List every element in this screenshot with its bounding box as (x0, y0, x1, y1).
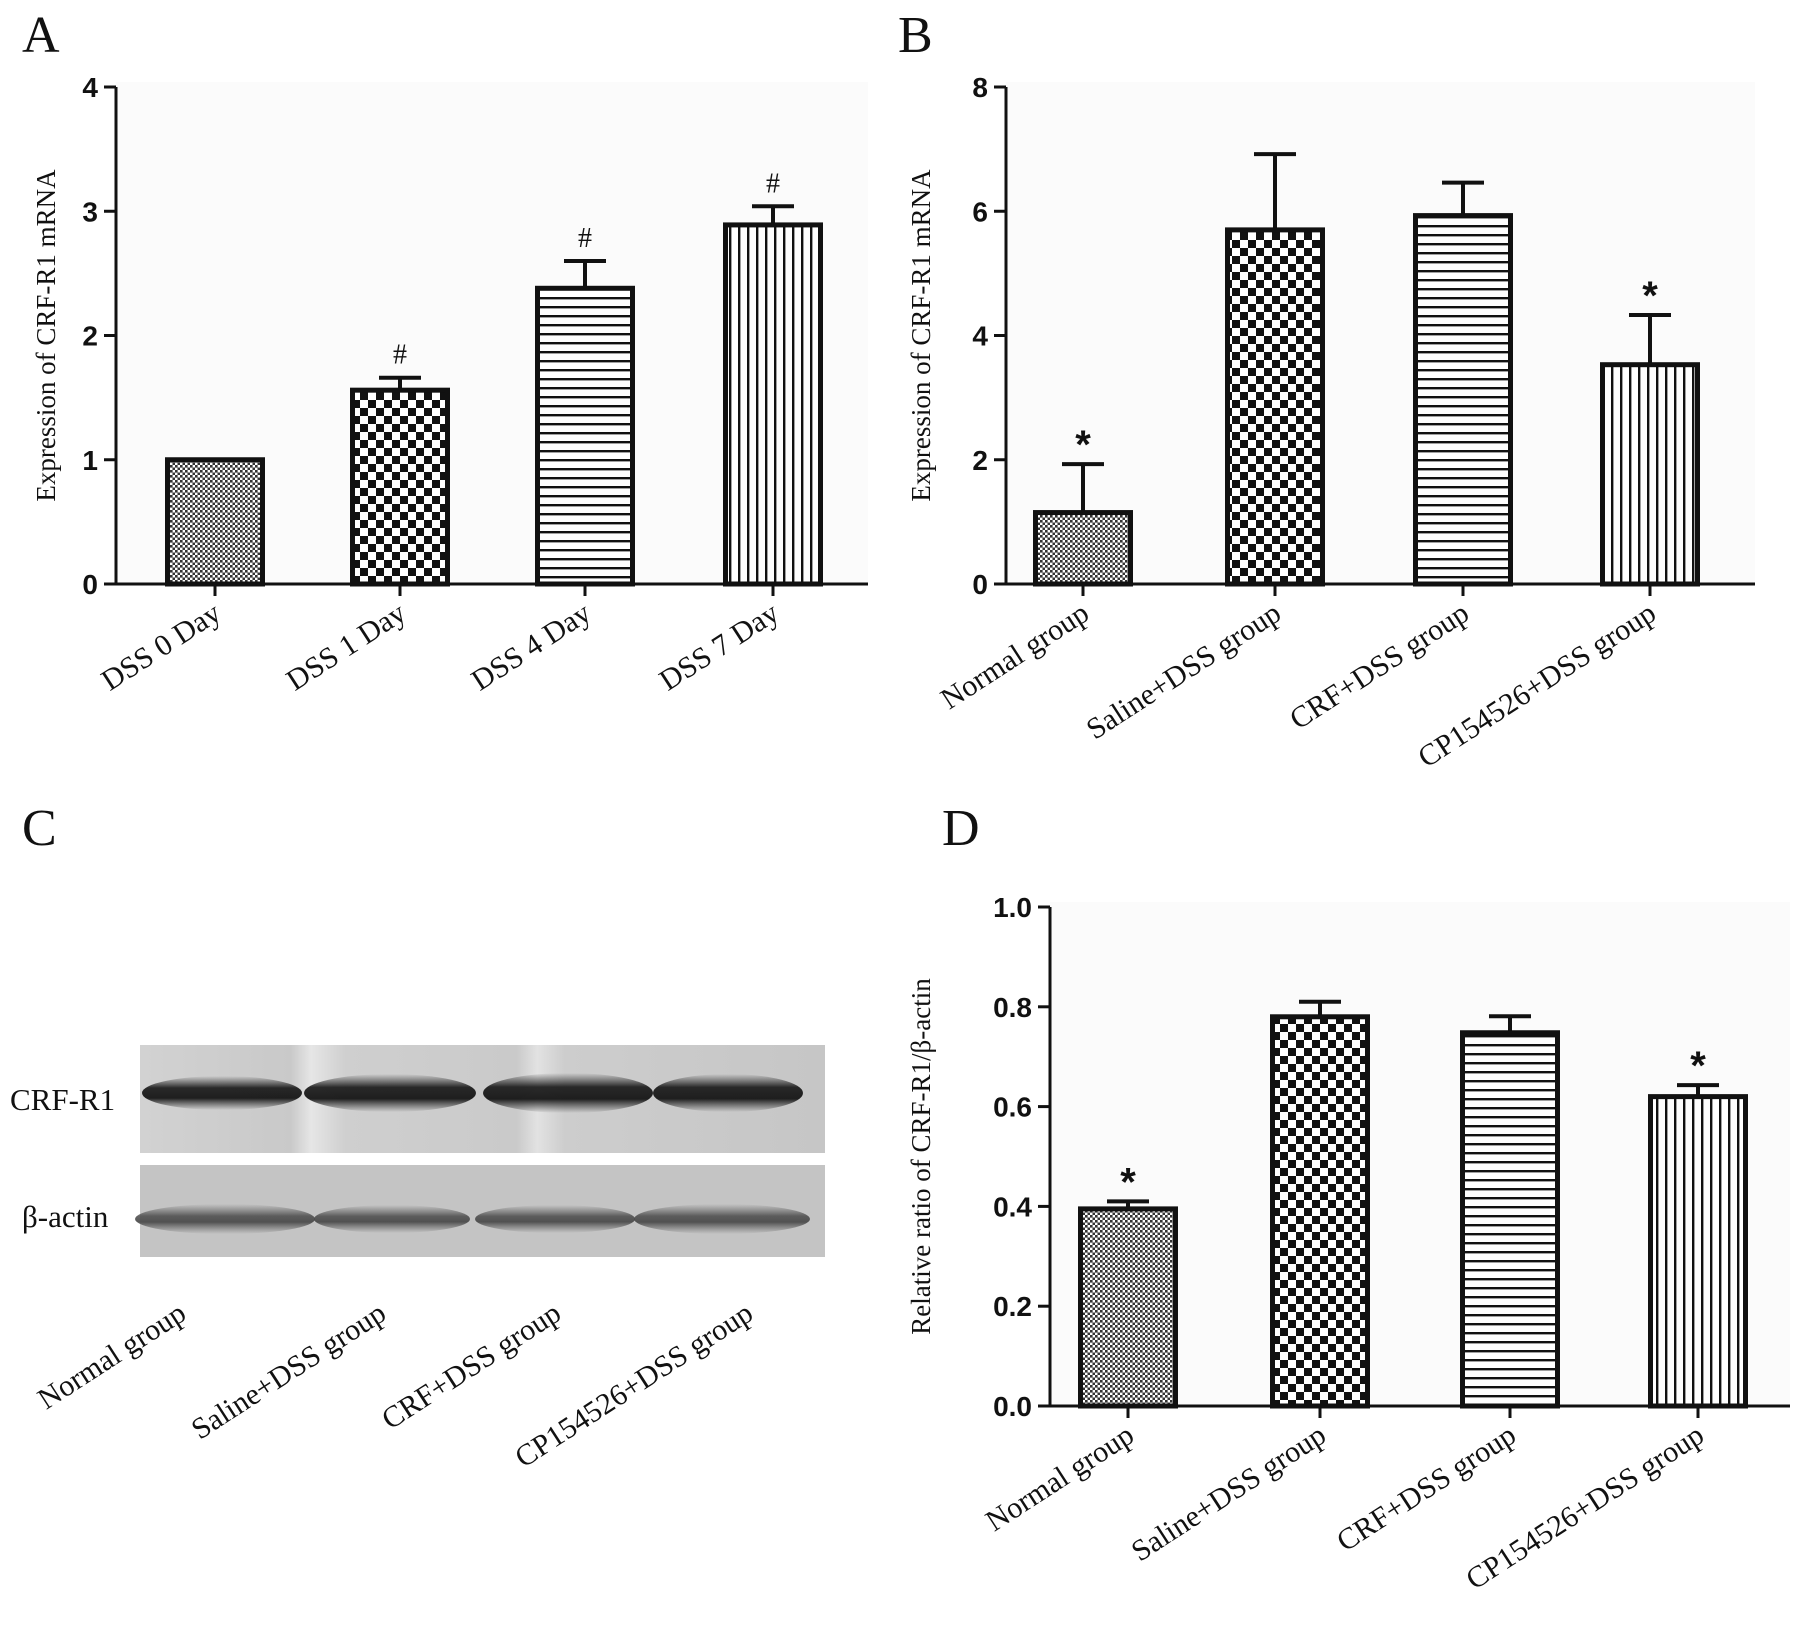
bar-a-2 (350, 387, 450, 587)
bar-a-3 (535, 285, 635, 587)
bar-b-3 (1413, 213, 1513, 587)
bar-b-4 (1600, 362, 1700, 587)
category-label: CRF+DSS group (1284, 596, 1475, 736)
significance-marker: * (1120, 1160, 1136, 1204)
category-label: DSS 0 Day (96, 596, 227, 697)
y-tick-label: 4 (82, 72, 98, 103)
chart-a: 0 1 2 3 4 Expression of CRF-R1 mRNA DSS 0 Day D… (31, 72, 868, 697)
significance-marker: # (393, 340, 407, 371)
band-crf-r1-lane-4 (653, 1074, 803, 1112)
y-tick-label: 0 (82, 569, 98, 600)
band-crf-r1-lane-1 (142, 1076, 302, 1110)
chart-d: 0.0 0.2 0.4 0.6 0.8 1.0 Relative ratio of CRF-… (906, 892, 1790, 1596)
band-actin-lane-4 (634, 1204, 810, 1234)
category-label: Saline+DSS group (1081, 596, 1287, 746)
bar-b-2 (1225, 227, 1325, 587)
y-tick-label: 0.8 (993, 992, 1032, 1023)
y-tick-label: 1.0 (993, 892, 1032, 923)
y-axis-label: Expression of CRF-R1 mRNA (906, 169, 936, 502)
bar-d-2 (1270, 1014, 1370, 1409)
y-tick-label: 6 (972, 196, 988, 227)
bar-d-1 (1078, 1206, 1178, 1409)
category-label: DSS 7 Day (654, 596, 785, 697)
y-tick-label: 4 (972, 321, 988, 352)
y-tick-label: 0 (972, 569, 988, 600)
chart-b: 0 2 4 6 8 Expression of CRF-R1 mRNA Normal gro… (906, 72, 1755, 774)
band-crf-r1-lane-3 (483, 1073, 653, 1113)
y-tick-label: 0.2 (993, 1291, 1032, 1322)
band-crf-r1-lane-2 (304, 1074, 476, 1112)
blot-label-crf-r1: CRF-R1 (10, 1082, 115, 1117)
significance-marker: * (1642, 274, 1658, 318)
y-tick-label: 3 (82, 196, 98, 227)
category-label: Saline+DSS group (1126, 1418, 1332, 1568)
category-label: Normal group (935, 596, 1095, 716)
y-tick-label: 1 (82, 445, 98, 476)
blot-lane-label: Saline+DSS group (186, 1296, 392, 1446)
category-label: CRF+DSS group (1331, 1418, 1522, 1558)
blot-label-actin: β-actin (22, 1199, 109, 1234)
y-tick-label: 0.4 (993, 1191, 1032, 1222)
panel-letter-d: D (942, 800, 980, 857)
y-axis-label: Relative ratio of CRF-R1/β-actin (906, 978, 936, 1335)
panel-letter-b: B (898, 7, 933, 64)
significance-marker: # (578, 223, 592, 254)
bar-b-1 (1033, 510, 1133, 587)
y-tick-label: 8 (972, 72, 988, 103)
y-tick-label: 2 (82, 321, 98, 352)
blot-lane-label: Normal group (32, 1296, 192, 1416)
significance-marker: * (1075, 423, 1091, 467)
bar-a-4 (723, 222, 823, 587)
category-label: DSS 4 Day (466, 596, 597, 697)
category-label: Normal group (980, 1418, 1140, 1538)
panel-letter-a: A (22, 7, 60, 64)
bar-d-4 (1648, 1094, 1748, 1409)
band-actin-lane-3 (475, 1205, 635, 1233)
band-actin-lane-1 (135, 1204, 315, 1234)
y-tick-label: 0.0 (993, 1391, 1032, 1422)
panel-letter-c: C (22, 800, 57, 857)
y-axis-label: Expression of CRF-R1 mRNA (31, 169, 61, 502)
y-tick-label: 0.6 (993, 1092, 1032, 1123)
significance-marker: * (1690, 1044, 1706, 1088)
band-actin-lane-2 (314, 1205, 470, 1233)
y-tick-label: 2 (972, 445, 988, 476)
category-label: DSS 1 Day (281, 596, 412, 697)
blot-lane-label: CRF+DSS group (376, 1296, 567, 1436)
significance-marker: # (766, 168, 780, 199)
bar-a-1 (165, 457, 265, 587)
bar-d-3 (1460, 1030, 1560, 1409)
